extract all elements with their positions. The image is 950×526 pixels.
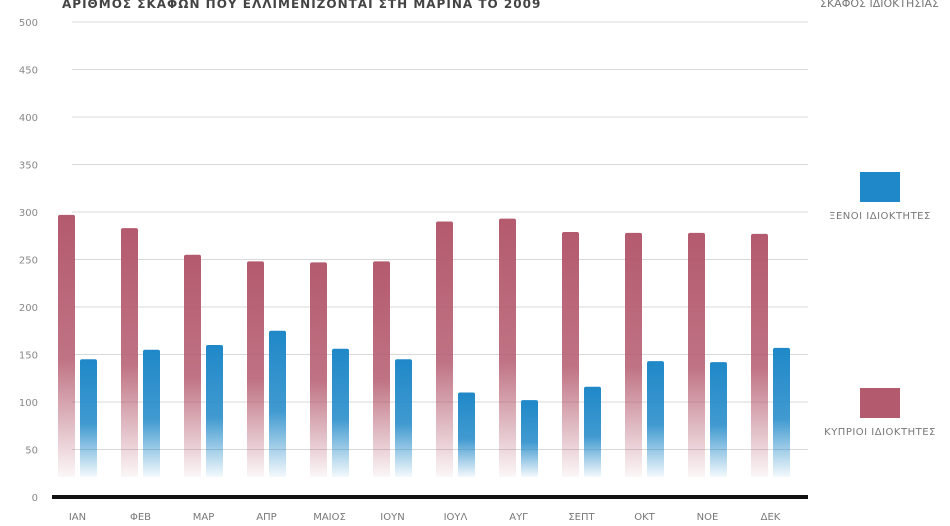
bar-cypriot-2 bbox=[184, 254, 201, 477]
y-tick-label: 50 bbox=[25, 446, 38, 457]
chart-title: ΑΡΙΘΜΟΣ ΣΚΑΦΩΝ ΠΟΥ ΕΛΛΙΜΕΝΙΖΟΝΤΑΙ ΣΤΗ ΜΑ… bbox=[62, 0, 542, 11]
y-tick-label: 0 bbox=[32, 493, 38, 504]
legend-label-foreign: ΞΕΝΟΙ ΙΔΙΟΚΤΗΤΕΣ bbox=[829, 211, 931, 222]
y-tick-label: 100 bbox=[19, 398, 38, 409]
y-axis-ticks: 0 50 100 150 200 250 300 350 400 450 500 bbox=[19, 18, 38, 504]
x-tick-label: ΙΟΥΛ bbox=[444, 512, 468, 523]
bar-foreign-2 bbox=[206, 345, 223, 477]
y-tick-label: 350 bbox=[19, 161, 38, 172]
x-axis-ticks: ΙΑΝ ΦΕΒ ΜΑΡ ΑΠΡ ΜΑΙΟΣ ΙΟΥΝ ΙΟΥΛ ΑΥΓ ΣΕΠΤ ΟΚΤ ΝΟΕ ΔΕ… bbox=[69, 512, 781, 523]
bar-foreign-11 bbox=[773, 347, 790, 477]
legend-label-cypriot: ΚΥΠΡΙΟΙ ΙΔΙΟΚΤΗΤΕΣ bbox=[824, 427, 936, 438]
bar-cypriot-10 bbox=[688, 232, 705, 477]
bar-cypriot-11 bbox=[751, 233, 768, 477]
y-tick-label: 250 bbox=[19, 256, 38, 267]
y-tick-label: 150 bbox=[19, 351, 38, 362]
legend-item-cypriot-owners: ΚΥΠΡΙΟΙ ΙΔΙΟΚΤΗΤΕΣ bbox=[820, 388, 940, 439]
bar-cypriot-6 bbox=[436, 221, 453, 477]
legend-swatch-cypriot bbox=[860, 388, 900, 418]
y-tick-label: 500 bbox=[19, 18, 38, 29]
bar-cypriot-3 bbox=[247, 261, 264, 477]
bar-foreign-8 bbox=[584, 386, 601, 477]
bar-foreign-3 bbox=[269, 330, 286, 477]
bar-foreign-6 bbox=[458, 392, 475, 477]
bar-foreign-1 bbox=[143, 349, 160, 477]
bar-foreign-7 bbox=[521, 400, 538, 477]
bar-cypriot-5 bbox=[373, 261, 390, 477]
y-tick-label: 400 bbox=[19, 113, 38, 124]
bar-foreign-9 bbox=[647, 361, 664, 477]
bar-cypriot-4 bbox=[310, 262, 327, 477]
x-tick-label: ΦΕΒ bbox=[130, 512, 151, 523]
bar-foreign-4 bbox=[332, 348, 349, 477]
x-tick-label: ΙΟΥΝ bbox=[380, 512, 404, 523]
bar-foreign-5 bbox=[395, 359, 412, 477]
x-tick-label: ΑΥΓ bbox=[509, 512, 528, 523]
bar-foreign-0 bbox=[80, 359, 97, 477]
legend-title: ΣΚΑΦΟΣ ΙΔΙΟΚΤΗΣΙΑΣ bbox=[820, 0, 939, 10]
bars bbox=[58, 214, 790, 477]
bar-foreign-10 bbox=[710, 362, 727, 477]
x-tick-label: ΙΑΝ bbox=[69, 512, 86, 523]
x-tick-label: ΑΠΡ bbox=[256, 512, 276, 523]
bar-cypriot-9 bbox=[625, 232, 642, 477]
y-tick-label: 300 bbox=[19, 208, 38, 219]
bar-cypriot-1 bbox=[121, 228, 138, 477]
legend-swatch-foreign bbox=[860, 172, 900, 202]
bar-cypriot-0 bbox=[58, 214, 75, 477]
y-tick-label: 450 bbox=[19, 66, 38, 77]
x-tick-label: ΟΚΤ bbox=[634, 512, 655, 523]
x-tick-label: ΜΑΡ bbox=[193, 512, 215, 523]
y-tick-label: 200 bbox=[19, 303, 38, 314]
x-tick-label: ΔΕΚ bbox=[761, 512, 781, 523]
x-tick-label: ΜΑΙΟΣ bbox=[313, 512, 346, 523]
bar-cypriot-7 bbox=[499, 218, 516, 477]
x-tick-label: ΝΟΕ bbox=[697, 512, 719, 523]
bar-cypriot-8 bbox=[562, 231, 579, 477]
x-tick-label: ΣΕΠΤ bbox=[568, 512, 595, 523]
legend-item-foreign-owners: ΞΕΝΟΙ ΙΔΙΟΚΤΗΤΕΣ bbox=[820, 172, 940, 223]
